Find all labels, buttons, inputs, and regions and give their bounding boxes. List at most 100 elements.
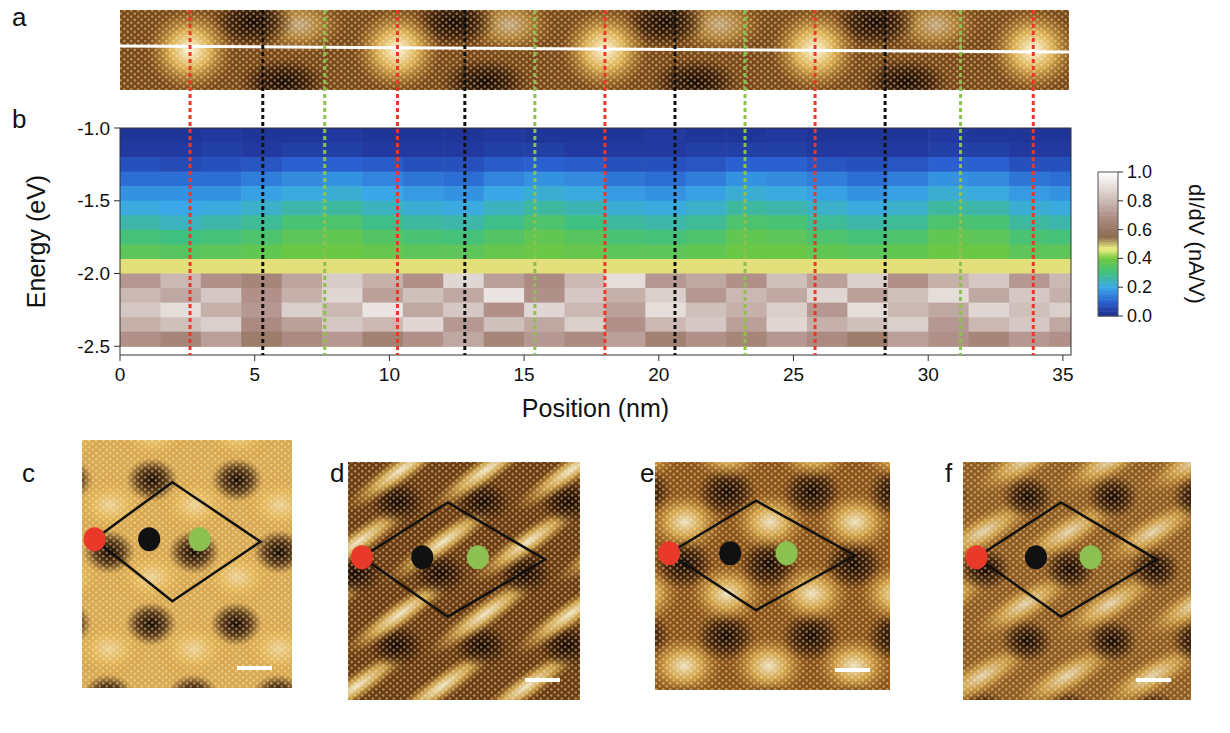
- heatmap-cell: [160, 128, 201, 143]
- heatmap-cell: [484, 259, 525, 274]
- heatmap-cell: [969, 303, 1010, 318]
- stm-image: [82, 440, 292, 688]
- heatmap-cell: [524, 128, 565, 143]
- heatmap-cell: [524, 215, 565, 230]
- heatmap-cell: [565, 143, 606, 158]
- heatmap-cell: [160, 303, 201, 318]
- heatmap-cell: [726, 215, 767, 230]
- heatmap-cell: [120, 244, 161, 259]
- heatmap-cell: [484, 157, 525, 172]
- site-dot: [776, 541, 798, 565]
- x-axis-title: Position (nm): [522, 394, 669, 422]
- heatmap-cell: [767, 259, 808, 274]
- heatmap-cell: [686, 128, 727, 143]
- heatmap-cell: [403, 317, 444, 332]
- heatmap-cell: [807, 230, 848, 245]
- heatmap-cell: [726, 332, 767, 347]
- heatmap-cell: [726, 244, 767, 259]
- heatmap-cell: [726, 317, 767, 332]
- heatmap-cell: [928, 172, 969, 187]
- colorbar-tick: [1118, 316, 1123, 317]
- colorbar-tick-label: 0.8: [1127, 191, 1152, 211]
- heatmap-cell: [969, 172, 1010, 187]
- heatmap-cell: [282, 259, 323, 274]
- heatmap-cell: [686, 274, 727, 289]
- heatmap-cell: [645, 288, 686, 303]
- heatmap-cell: [605, 128, 646, 143]
- heatmap-cell: [726, 259, 767, 274]
- heatmap-cell: [847, 143, 888, 158]
- heatmap-cell: [120, 274, 161, 289]
- heatmap-cell: [201, 215, 242, 230]
- heatmap-cell: [484, 186, 525, 201]
- y-tick-label: -2.5: [77, 336, 110, 357]
- scale-bar: [525, 678, 560, 682]
- site-dot: [467, 545, 489, 569]
- heatmap-cell: [1049, 201, 1071, 216]
- stm-atoms: [348, 462, 580, 700]
- heatmap-cell: [565, 317, 606, 332]
- heatmap-cell: [888, 230, 929, 245]
- unit-cell: [95, 482, 261, 601]
- heatmap-cell: [726, 172, 767, 187]
- x-tick: [658, 355, 659, 361]
- heatmap-cell: [686, 172, 727, 187]
- heatmap-cell: [888, 143, 929, 158]
- heatmap-cell: [767, 186, 808, 201]
- site-dot: [1025, 545, 1047, 569]
- heatmap-cell: [888, 317, 929, 332]
- heatmap-cell: [888, 128, 929, 143]
- heatmap-cell: [403, 274, 444, 289]
- heatmap-cell: [322, 259, 363, 274]
- heatmap-cell: [565, 259, 606, 274]
- stm-atoms: [963, 462, 1191, 700]
- heatmap-cell: [484, 332, 525, 347]
- heatmap-cell: [160, 244, 201, 259]
- colorbar-title: dI/dV (nA/V): [1184, 184, 1209, 304]
- stm-ground: [963, 462, 1191, 700]
- heatmap-cell: [928, 186, 969, 201]
- colorbar-tick-label: 0.4: [1127, 248, 1152, 268]
- heatmap-cell: [565, 201, 606, 216]
- heatmap-cell: [888, 332, 929, 347]
- heatmap-cell: [403, 303, 444, 318]
- heatmap-cell: [969, 274, 1010, 289]
- heatmap-cell: [847, 332, 888, 347]
- heatmap-cell: [767, 244, 808, 259]
- heatmap-cell: [524, 259, 565, 274]
- heatmap-cell: [1049, 303, 1071, 318]
- heatmap-cell: [484, 215, 525, 230]
- heatmap-cell: [888, 274, 929, 289]
- heatmap-cell: [726, 143, 767, 158]
- heatmap-cell: [201, 157, 242, 172]
- heatmap-cell: [767, 332, 808, 347]
- x-tick-label: 35: [1052, 364, 1073, 385]
- heatmap-cell: [1049, 332, 1071, 347]
- marker-line: [959, 10, 962, 355]
- heatmap-cell: [928, 259, 969, 274]
- heatmap-cell: [969, 259, 1010, 274]
- scale-bar: [237, 666, 272, 670]
- panel-label: e: [640, 458, 654, 488]
- heatmap-cell: [767, 274, 808, 289]
- x-tick-label: 5: [249, 364, 260, 385]
- heatmap-cell: [1049, 215, 1071, 230]
- heatmap-cell: [847, 186, 888, 201]
- heatmap-cell: [120, 215, 161, 230]
- site-dot: [719, 541, 741, 565]
- heatmap-cell: [524, 186, 565, 201]
- x-tick: [928, 355, 929, 361]
- stm-strip: [120, 10, 1069, 90]
- heatmap-cell: [120, 259, 161, 274]
- colorbar-tick-label: 0.0: [1127, 306, 1152, 326]
- heatmap-cell: [120, 201, 161, 216]
- heatmap-cell: [888, 288, 929, 303]
- heatmap-cell: [201, 201, 242, 216]
- heatmap-cell: [403, 186, 444, 201]
- site-dot: [189, 527, 211, 551]
- heatmap-cell: [928, 244, 969, 259]
- heatmap-cell: [201, 244, 242, 259]
- heatmap-cell: [403, 157, 444, 172]
- colorbar-tick-label: 1.0: [1127, 162, 1152, 182]
- heatmap-cell: [524, 230, 565, 245]
